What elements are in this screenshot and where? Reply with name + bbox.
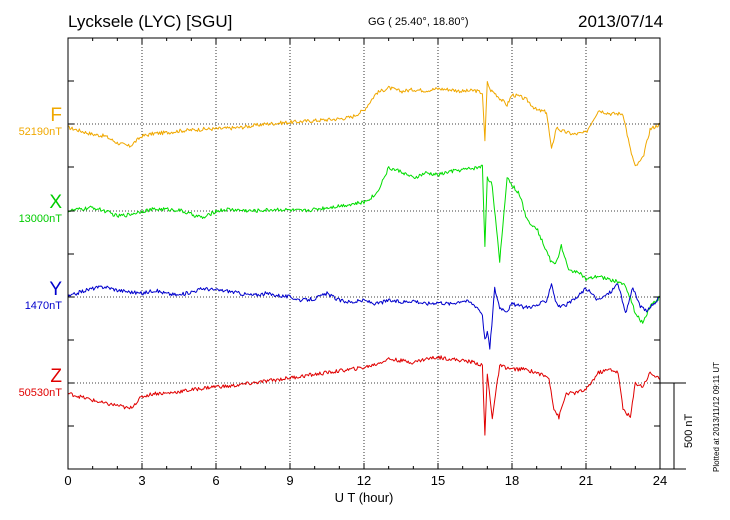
plotted-timestamp: Plotted at 2013/11/12 09:11 UT xyxy=(712,361,721,472)
x-tick-label: 15 xyxy=(431,473,445,488)
station-title: Lycksele (LYC) [SGU] xyxy=(68,12,233,31)
channel-x-label: X xyxy=(49,192,62,213)
trace-z xyxy=(67,355,661,436)
x-tick-label: 0 xyxy=(64,473,71,488)
x-tick-label: 12 xyxy=(357,473,371,488)
trace-x xyxy=(67,164,661,324)
geographic-coordinates: GG ( 25.40°, 18.80°) xyxy=(368,16,469,28)
trace-y xyxy=(67,283,661,350)
plot-date: 2013/07/14 xyxy=(578,12,664,31)
plot-frame xyxy=(67,37,661,470)
channel-f-baseline: 52190nT xyxy=(18,126,62,138)
x-tick-label: 9 xyxy=(286,473,293,488)
channel-z-baseline: 50530nT xyxy=(18,387,62,399)
channel-f-label: F xyxy=(50,105,62,126)
channel-x-label-block: X 13000nT xyxy=(0,193,62,226)
trace-f xyxy=(67,81,661,167)
channel-y-label: Y xyxy=(49,279,62,300)
channel-y-baseline: 1470nT xyxy=(24,300,62,312)
x-tick-label: 6 xyxy=(212,473,219,488)
x-tick-label: 21 xyxy=(579,473,593,488)
channel-f-label-block: F 52190nT xyxy=(0,106,62,139)
x-axis-label: U T (hour) xyxy=(335,490,394,505)
channel-x-baseline: 13000nT xyxy=(18,213,62,225)
channel-z-label: Z xyxy=(50,366,62,387)
data-traces xyxy=(67,81,661,436)
x-tick-labels: 0 3 6 9 12 15 18 21 24 xyxy=(64,473,667,488)
grid-lines xyxy=(141,38,587,469)
x-tick-label: 3 xyxy=(138,473,145,488)
channel-z-label-block: Z 50530nT xyxy=(0,367,62,400)
scale-bar: 500 nT xyxy=(660,382,695,470)
scale-bar-label: 500 nT xyxy=(683,413,695,448)
channel-y-label-block: Y 1470nT xyxy=(0,280,62,313)
x-tick-label: 18 xyxy=(505,473,519,488)
x-tick-label: 24 xyxy=(653,473,667,488)
